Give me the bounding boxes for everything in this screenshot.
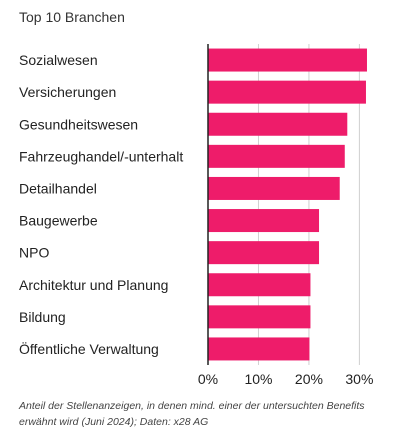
category-label: Öffentliche Verwaltung	[19, 340, 159, 357]
category-label: Bildung	[19, 309, 66, 325]
x-tick-label: 20%	[295, 371, 323, 387]
category-label: Fahrzeughandel/-unterhalt	[19, 148, 183, 164]
bar	[208, 80, 366, 104]
bar	[208, 273, 311, 297]
category-label: NPO	[19, 245, 49, 261]
chart-title: Top 10 Branchen	[19, 9, 125, 25]
x-tick-label: 30%	[345, 371, 373, 387]
chart-caption: Anteil der Stellenanzeigen, in denen min…	[19, 400, 365, 428]
x-tick-label: 10%	[244, 371, 272, 387]
bar	[208, 144, 345, 168]
category-label: Gesundheitswesen	[19, 116, 138, 132]
category-label: Baugewerbe	[19, 213, 98, 229]
bar	[208, 337, 310, 361]
bar-chart: Sozialwesen Versicherungen Gesundheitswese…	[19, 44, 373, 387]
category-label: Sozialwesen	[19, 52, 98, 68]
category-label: Detailhandel	[19, 180, 97, 196]
x-tick-label: 0%	[198, 371, 218, 387]
bar	[208, 48, 367, 72]
category-label: Versicherungen	[19, 84, 116, 100]
bar	[208, 305, 311, 329]
bar	[208, 112, 348, 136]
category-label: Architektur und Planung	[19, 277, 168, 293]
bar	[208, 209, 320, 233]
bar	[208, 241, 320, 265]
bar	[208, 176, 340, 200]
